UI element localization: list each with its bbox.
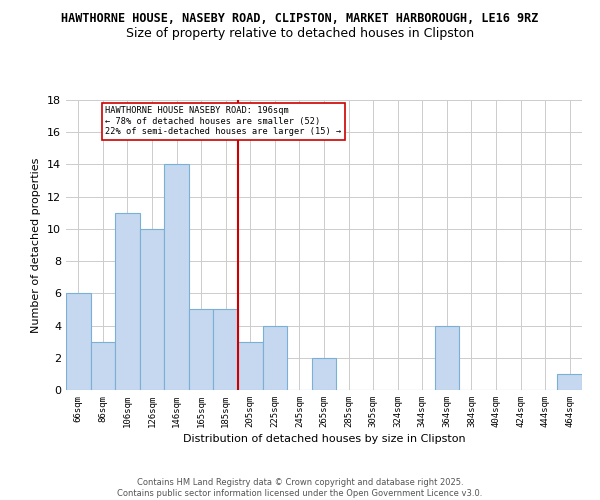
Bar xyxy=(312,358,336,390)
Bar xyxy=(164,164,189,390)
Bar xyxy=(214,310,238,390)
X-axis label: Distribution of detached houses by size in Clipston: Distribution of detached houses by size … xyxy=(182,434,466,444)
Text: Contains HM Land Registry data © Crown copyright and database right 2025.
Contai: Contains HM Land Registry data © Crown c… xyxy=(118,478,482,498)
Bar xyxy=(238,342,263,390)
Y-axis label: Number of detached properties: Number of detached properties xyxy=(31,158,41,332)
Bar xyxy=(66,294,91,390)
Bar xyxy=(115,213,140,390)
Bar xyxy=(189,310,214,390)
Text: HAWTHORNE HOUSE, NASEBY ROAD, CLIPSTON, MARKET HARBOROUGH, LE16 9RZ: HAWTHORNE HOUSE, NASEBY ROAD, CLIPSTON, … xyxy=(61,12,539,26)
Text: HAWTHORNE HOUSE NASEBY ROAD: 196sqm
← 78% of detached houses are smaller (52)
22: HAWTHORNE HOUSE NASEBY ROAD: 196sqm ← 78… xyxy=(106,106,341,136)
Bar xyxy=(434,326,459,390)
Bar xyxy=(263,326,287,390)
Bar xyxy=(140,229,164,390)
Bar xyxy=(557,374,582,390)
Bar xyxy=(91,342,115,390)
Text: Size of property relative to detached houses in Clipston: Size of property relative to detached ho… xyxy=(126,28,474,40)
